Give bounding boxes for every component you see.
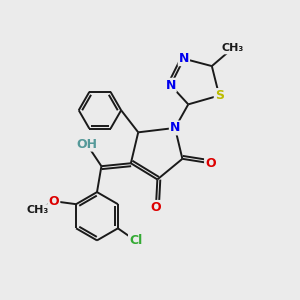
Text: O: O: [205, 157, 216, 170]
Text: O: O: [151, 201, 161, 214]
Text: Cl: Cl: [129, 234, 142, 247]
Text: N: N: [179, 52, 189, 65]
Text: OH: OH: [76, 138, 97, 151]
Text: O: O: [49, 195, 59, 208]
Text: N: N: [170, 122, 180, 134]
Text: CH₃: CH₃: [27, 205, 49, 215]
Text: S: S: [215, 89, 224, 102]
Text: N: N: [165, 79, 176, 92]
Text: CH₃: CH₃: [221, 44, 244, 53]
